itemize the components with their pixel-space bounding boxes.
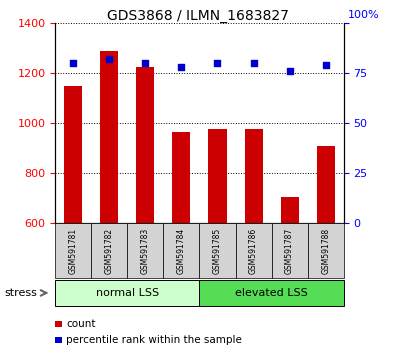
Text: percentile rank within the sample: percentile rank within the sample	[66, 335, 242, 345]
Bar	[235, 223, 272, 278]
Text: GSM591786: GSM591786	[249, 227, 258, 274]
Text: GSM591785: GSM591785	[213, 227, 222, 274]
Text: GSM591783: GSM591783	[141, 227, 150, 274]
Text: stress: stress	[4, 288, 37, 298]
Point	[70, 60, 77, 66]
Text: 100%: 100%	[348, 10, 380, 20]
Point	[322, 62, 329, 68]
Point	[250, 60, 257, 66]
Text: GSM591784: GSM591784	[177, 227, 186, 274]
Text: GSM591781: GSM591781	[69, 227, 78, 274]
Bar	[173, 132, 190, 223]
Bar	[55, 223, 91, 278]
Bar	[280, 197, 299, 223]
Text: GSM591782: GSM591782	[105, 227, 114, 274]
Bar	[209, 129, 226, 223]
Bar	[317, 145, 335, 223]
Bar	[308, 223, 344, 278]
Point	[106, 56, 113, 62]
Bar	[64, 86, 82, 223]
Text: count: count	[66, 319, 96, 329]
Bar	[55, 280, 199, 306]
Point	[142, 60, 149, 66]
Text: GDS3868 / ILMN_1683827: GDS3868 / ILMN_1683827	[107, 9, 288, 23]
Bar	[199, 223, 235, 278]
Text: GSM591788: GSM591788	[321, 227, 330, 274]
Bar	[245, 129, 263, 223]
Point	[178, 64, 184, 70]
Text: elevated LSS: elevated LSS	[235, 288, 308, 298]
Bar	[100, 51, 118, 223]
Point	[286, 68, 293, 74]
Bar	[199, 280, 344, 306]
Bar	[272, 223, 308, 278]
Text: GSM591787: GSM591787	[285, 227, 294, 274]
Bar	[136, 67, 154, 223]
Point	[214, 60, 221, 66]
Text: normal LSS: normal LSS	[96, 288, 159, 298]
Bar	[127, 223, 164, 278]
Bar	[91, 223, 127, 278]
Bar	[164, 223, 199, 278]
